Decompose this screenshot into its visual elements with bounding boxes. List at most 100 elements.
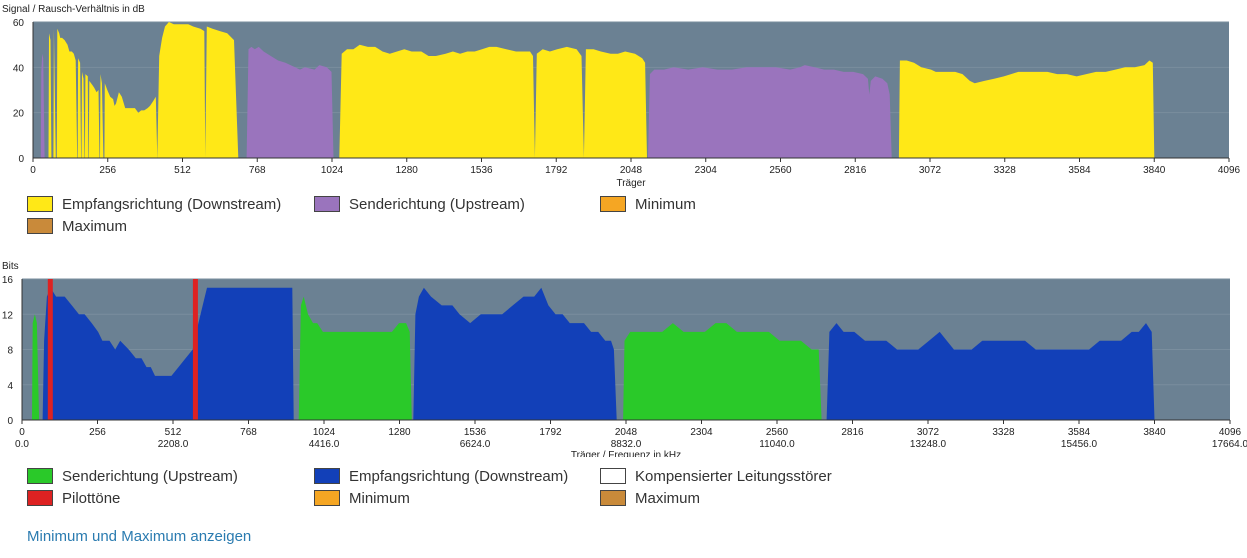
- legend-label: Maximum: [635, 489, 701, 507]
- legend-item: Maximum: [600, 488, 700, 508]
- legend-swatch: [27, 218, 53, 234]
- legend-swatch: [600, 490, 626, 506]
- x-tick-label: 3072: [917, 427, 940, 438]
- x-tick-label: 1536: [464, 427, 487, 438]
- series-area-1: [40, 53, 45, 159]
- x-tick-label: 256: [89, 427, 106, 438]
- legend-label: Minimum: [635, 195, 696, 213]
- series-area-5: [339, 44, 647, 159]
- legend-item: Minimum: [600, 194, 696, 214]
- legend-swatch: [27, 490, 53, 506]
- series-area-3: [157, 22, 239, 158]
- x-tick-label-frequency: 0.0: [15, 439, 29, 450]
- pilot-tone-marker-1: [47, 279, 53, 420]
- x-tick-label: 0: [30, 165, 36, 176]
- x-tick-label: 2304: [695, 165, 718, 176]
- x-tick-label-frequency: 15456.0: [1061, 439, 1098, 450]
- x-tick-label: 768: [240, 427, 257, 438]
- x-tick-label: 768: [249, 165, 266, 176]
- snr-legend: Empfangsrichtung (Downstream) Senderichtu…: [27, 194, 907, 238]
- series-area-2: [42, 287, 294, 420]
- legend-item: Empfangsrichtung (Downstream): [27, 194, 281, 214]
- legend-item: Empfangsrichtung (Downstream): [314, 466, 568, 486]
- y-tick-label: 4: [7, 381, 13, 392]
- x-tick-label: 4096: [1218, 165, 1241, 176]
- y-tick-label: 12: [2, 310, 14, 321]
- x-tick-label-frequency: 11040.0: [759, 439, 795, 450]
- legend-swatch: [314, 490, 340, 506]
- x-tick-label: 512: [174, 165, 191, 176]
- legend-item: Senderichtung (Upstream): [27, 466, 238, 486]
- legend-label: Minimum: [349, 489, 410, 507]
- x-tick-label-frequency: 6624.0: [460, 439, 491, 450]
- legend-swatch: [314, 196, 340, 212]
- y-tick-label: 0: [18, 154, 24, 165]
- x-tick-label-frequency: 13248.0: [910, 439, 947, 450]
- x-axis-label: Träger: [616, 178, 646, 189]
- y-tick-label: 8: [7, 346, 13, 357]
- x-tick-label: 2048: [615, 427, 638, 438]
- y-tick-label: 60: [13, 18, 25, 29]
- bits-legend: Senderichtung (Upstream) Empfangsrichtung…: [27, 466, 907, 510]
- x-tick-label: 3072: [919, 165, 942, 176]
- y-tick-label: 40: [13, 63, 25, 74]
- legend-label: Senderichtung (Upstream): [62, 467, 238, 485]
- x-tick-label: 512: [165, 427, 182, 438]
- x-tick-label: 1792: [539, 427, 562, 438]
- y-tick-label: 16: [2, 275, 14, 286]
- show-min-max-link[interactable]: Minimum und Maximum anzeigen: [27, 528, 252, 545]
- x-tick-label: 2816: [841, 427, 864, 438]
- x-tick-label-frequency: 4416.0: [309, 439, 340, 450]
- legend-item: Maximum: [27, 216, 127, 236]
- x-tick-label: 2304: [690, 427, 713, 438]
- series-area-4: [246, 46, 334, 158]
- x-tick-label: 3328: [994, 165, 1017, 176]
- legend-swatch: [314, 468, 340, 484]
- x-tick-label: 4096: [1219, 427, 1242, 438]
- x-tick-label: 1280: [396, 165, 419, 176]
- legend-item: Senderichtung (Upstream): [314, 194, 525, 214]
- x-axis-label: Träger / Frequenz in kHz: [571, 450, 681, 457]
- x-tick-label-frequency: 2208.0: [158, 439, 189, 450]
- x-tick-label: 0: [19, 427, 25, 438]
- legend-swatch: [600, 468, 626, 484]
- legend-item: Minimum: [314, 488, 410, 508]
- legend-label: Empfangsrichtung (Downstream): [62, 195, 282, 213]
- x-tick-label: 2048: [620, 165, 643, 176]
- legend-label: Senderichtung (Upstream): [349, 195, 525, 213]
- x-tick-label-frequency: 17664.0: [1212, 439, 1247, 450]
- pilot-tone-marker-2: [192, 279, 198, 420]
- x-tick-label: 1536: [470, 165, 493, 176]
- series-area-3: [298, 296, 412, 420]
- legend-label: Pilottöne: [62, 489, 121, 507]
- x-tick-label: 2816: [844, 165, 867, 176]
- legend-label: Empfangsrichtung (Downstream): [349, 467, 569, 485]
- y-tick-label: 0: [7, 416, 13, 427]
- x-tick-label: 1280: [388, 427, 411, 438]
- series-area-2: [48, 28, 158, 158]
- x-tick-label: 256: [99, 165, 116, 176]
- series-area-5: [623, 323, 822, 420]
- legend-swatch: [27, 196, 53, 212]
- snr-chart: Signal / Rausch-Verhältnis in dB 0 20 40 60 0…: [2, 4, 1241, 189]
- x-tick-label: 2560: [769, 165, 792, 176]
- x-tick-label: 1024: [313, 427, 336, 438]
- x-tick-label: 3328: [992, 427, 1015, 438]
- x-tick-label: 3840: [1143, 165, 1166, 176]
- series-area-1: [32, 314, 40, 420]
- series-area-7: [898, 60, 1155, 158]
- chart-title: Signal / Rausch-Verhältnis in dB: [2, 4, 145, 15]
- legend-swatch: [600, 196, 626, 212]
- legend-label: Kompensierter Leitungsstörer: [635, 467, 832, 485]
- legend-swatch: [27, 468, 53, 484]
- series-area-6: [648, 65, 892, 158]
- x-tick-label: 3584: [1068, 427, 1091, 438]
- series-area-4: [413, 287, 617, 420]
- legend-item: Kompensierter Leitungsstörer: [600, 466, 832, 486]
- x-tick-label-frequency: 8832.0: [611, 439, 642, 450]
- x-tick-label: 2560: [766, 427, 789, 438]
- x-tick-label: 3840: [1143, 427, 1166, 438]
- chart-title: Bits: [2, 261, 19, 272]
- x-tick-label: 1792: [545, 165, 568, 176]
